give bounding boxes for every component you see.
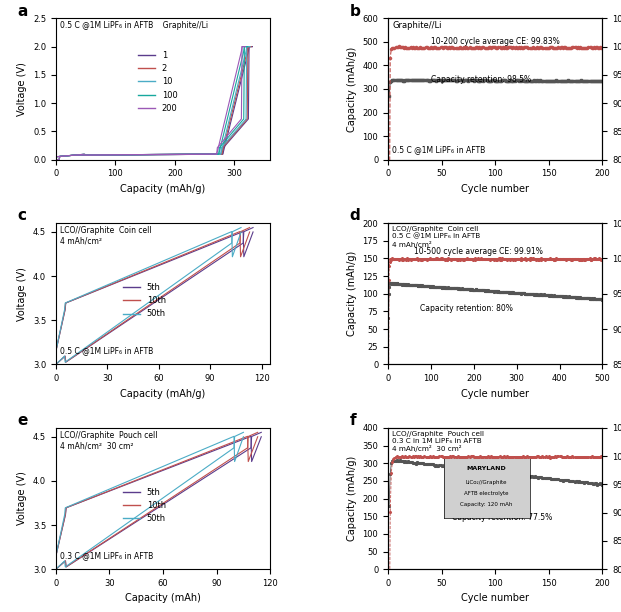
X-axis label: Capacity (mAh/g): Capacity (mAh/g) [120, 389, 206, 398]
Y-axis label: Capacity (mAh/g): Capacity (mAh/g) [347, 251, 357, 337]
Text: LCO//Graphite  Coin cell
0.5 C @1M LiPF₆ in AFTB
4 mAh/cm²: LCO//Graphite Coin cell 0.5 C @1M LiPF₆ … [392, 226, 481, 248]
Text: Capacity retention: 77.5%: Capacity retention: 77.5% [452, 513, 553, 521]
X-axis label: Capacity (mAh/g): Capacity (mAh/g) [120, 184, 206, 194]
Text: 0.5 C @1M LiPF₆ in AFTB    Graphite//Li: 0.5 C @1M LiPF₆ in AFTB Graphite//Li [60, 21, 208, 30]
Text: Graphite//Li: Graphite//Li [392, 21, 442, 30]
Legend: 5th, 10th, 50th: 5th, 10th, 50th [120, 485, 169, 526]
Text: a: a [17, 4, 28, 18]
Y-axis label: Capacity (mAh/g): Capacity (mAh/g) [347, 456, 357, 541]
Text: 0.5 C @1M LiPF₆ in AFTB: 0.5 C @1M LiPF₆ in AFTB [60, 346, 153, 355]
Y-axis label: Capacity (mAh/g): Capacity (mAh/g) [347, 47, 357, 132]
Text: e: e [17, 413, 28, 428]
Text: 10-200 cycle average CE: 99.83%: 10-200 cycle average CE: 99.83% [431, 37, 560, 46]
Y-axis label: Voltage (V): Voltage (V) [17, 267, 27, 321]
Text: f: f [350, 413, 356, 428]
Text: LCO//Graphite  Pouch cell
0.3 C in 1M LiPF₆ in AFTB
4 mAh/cm²  30 cm²: LCO//Graphite Pouch cell 0.3 C in 1M LiP… [392, 431, 484, 452]
Text: LCO//Graphite  Coin cell
4 mAh/cm²: LCO//Graphite Coin cell 4 mAh/cm² [60, 226, 152, 245]
X-axis label: Cycle number: Cycle number [461, 184, 529, 194]
Text: 0.3 C @1M LiPF₆ in AFTB: 0.3 C @1M LiPF₆ in AFTB [60, 551, 153, 560]
Y-axis label: Voltage (V): Voltage (V) [17, 62, 27, 116]
Text: LCO//Graphite  Pouch cell
4 mAh/cm²  30 cm²: LCO//Graphite Pouch cell 4 mAh/cm² 30 cm… [60, 431, 158, 450]
Text: Capacity retention: 80%: Capacity retention: 80% [420, 304, 513, 313]
Legend: 5th, 10th, 50th: 5th, 10th, 50th [120, 280, 169, 322]
Text: 0.5 C @1M LiPF₆ in AFTB: 0.5 C @1M LiPF₆ in AFTB [392, 146, 486, 154]
X-axis label: Cycle number: Cycle number [461, 389, 529, 398]
Text: Capacity retention: 98.5%: Capacity retention: 98.5% [431, 75, 531, 84]
X-axis label: Capacity (mAh): Capacity (mAh) [125, 594, 201, 603]
Text: 10-500 cycle average CE: 99.91%: 10-500 cycle average CE: 99.91% [414, 247, 543, 256]
Text: b: b [350, 4, 360, 18]
Text: c: c [17, 208, 26, 223]
X-axis label: Cycle number: Cycle number [461, 594, 529, 603]
Y-axis label: Voltage (V): Voltage (V) [17, 472, 27, 526]
Legend: 1, 2, 10, 100, 200: 1, 2, 10, 100, 200 [135, 48, 181, 116]
Text: d: d [350, 208, 360, 223]
